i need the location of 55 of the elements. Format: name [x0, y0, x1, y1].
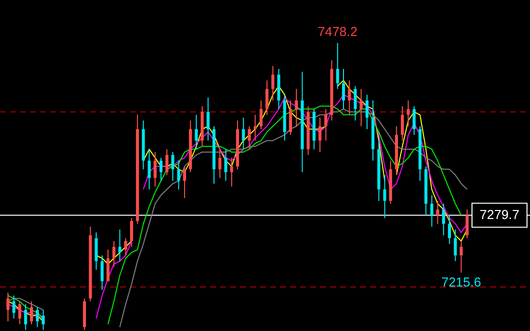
candlestick: [94, 232, 98, 270]
candlestick: [383, 174, 386, 219]
candlestick: [436, 200, 440, 224]
candlestick: [18, 300, 22, 325]
candlestick: [412, 106, 416, 136]
candlestick: [218, 148, 222, 178]
annotation: 7215.6: [441, 274, 482, 290]
candlestick: [454, 229, 457, 262]
annotation: 7478.2: [318, 24, 358, 40]
candlestick: [242, 117, 245, 150]
candlestick: [466, 208, 469, 239]
candlestick: [271, 66, 274, 101]
candlestick: [160, 157, 162, 182]
candlestick: [106, 249, 110, 282]
candlestick: [130, 218, 134, 248]
candlestick: [342, 68, 345, 110]
candlestick: [448, 214, 451, 244]
candlestick: [148, 148, 151, 190]
candlestick: [224, 148, 228, 182]
candlestick: [24, 304, 28, 330]
candlestick: [30, 300, 33, 325]
annotation: 7279.7: [480, 207, 520, 222]
candlestick: [154, 152, 157, 188]
candlestick: [177, 160, 180, 190]
candlestick: [354, 86, 357, 122]
candlestick: [42, 309, 45, 330]
candlestick: [366, 94, 369, 130]
candlestick: [206, 97, 210, 142]
candlestick: [165, 148, 168, 176]
candlestick: [265, 80, 268, 116]
candlestick: [100, 254, 104, 290]
candlestick: [6, 292, 10, 322]
candlestick: [260, 100, 263, 130]
candlestick: [248, 126, 251, 150]
candlestick: [124, 238, 128, 256]
candlestick: [406, 100, 410, 127]
candlestick: [460, 240, 463, 274]
candlestick: [336, 42, 340, 90]
candlestick: [318, 117, 322, 153]
candlestick: [12, 295, 16, 320]
candlestick: [348, 80, 351, 116]
candlestick: [289, 100, 292, 136]
candlestick: [118, 229, 122, 262]
candlestick: [294, 88, 298, 127]
candlestick: [36, 306, 39, 328]
candlestick: [183, 166, 186, 198]
candlestick: [171, 152, 174, 182]
candlestick: [360, 88, 363, 127]
candlestick: [430, 194, 434, 228]
candlestick: [112, 240, 116, 268]
candlestick: [194, 114, 198, 150]
candlestick: [400, 106, 404, 142]
candlestick: [442, 203, 446, 236]
candlestick: [324, 108, 328, 142]
candlestick: [230, 157, 234, 188]
